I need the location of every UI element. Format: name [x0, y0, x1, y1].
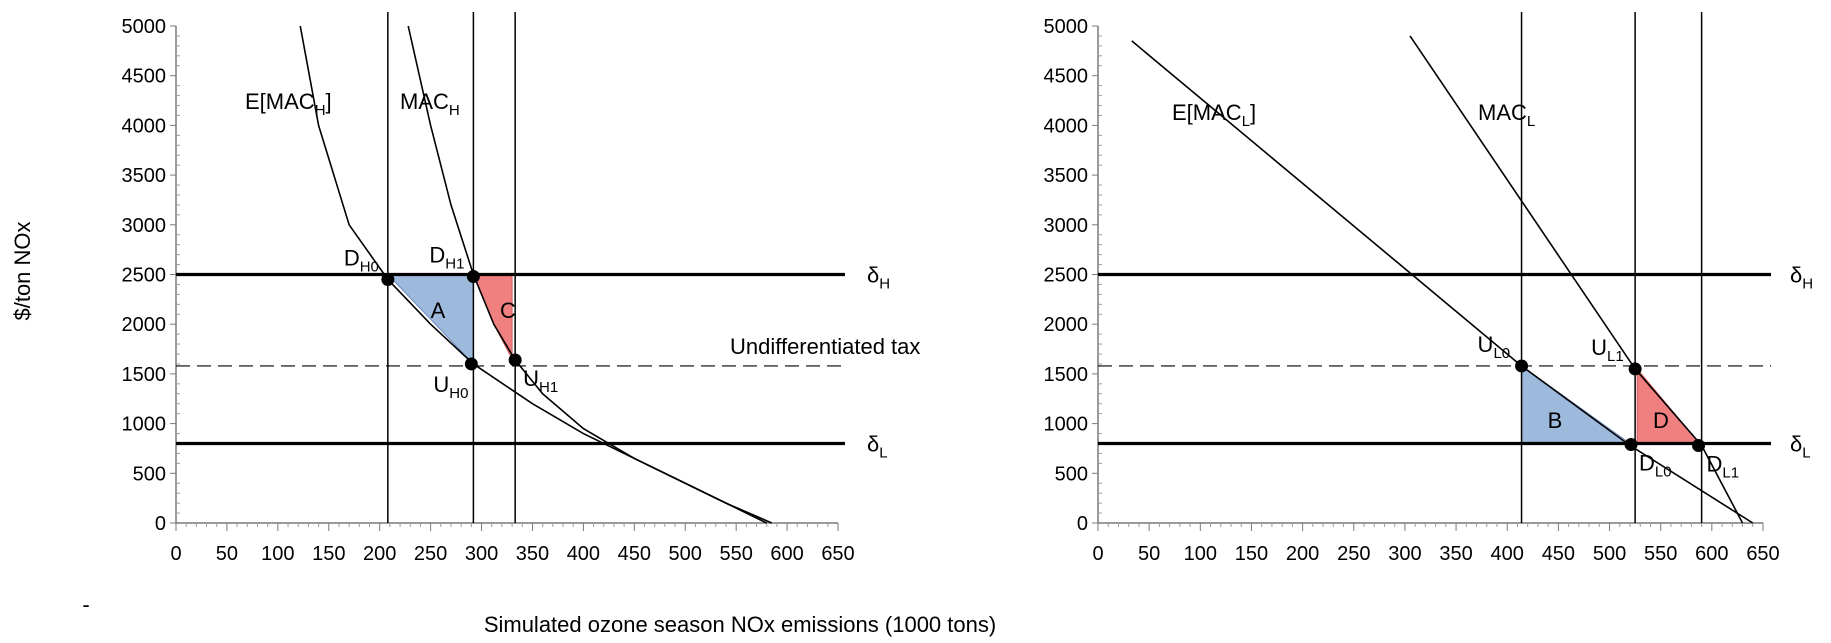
y-tick-label: 0 [155, 513, 166, 535]
point-label-DH0: DH0 [344, 245, 379, 275]
point-DH1 [466, 269, 480, 283]
x-tick-label: 200 [363, 543, 396, 565]
y-tick-label: 4500 [1044, 66, 1089, 88]
x-tick-label: 400 [1491, 543, 1524, 565]
curve-MAC_L [1409, 35, 1744, 524]
point-UL1 [1628, 362, 1642, 376]
x-tick-label: 250 [1337, 543, 1370, 565]
y-tick-label: 3000 [1044, 215, 1089, 237]
x-tick-label: 600 [1695, 543, 1728, 565]
y-tick-label: 4000 [122, 115, 167, 137]
point-label-DH1: DH1 [429, 242, 464, 272]
point-label-UH0: UH0 [433, 372, 468, 402]
x-tick-label: 450 [1542, 543, 1575, 565]
x-tick-label: 300 [465, 543, 498, 565]
point-label-UL0: UL0 [1478, 332, 1511, 362]
y-tick-label: 2000 [122, 314, 167, 336]
x-tick-label: 0 [170, 543, 181, 565]
y-tick-label: 500 [133, 463, 166, 485]
y-tick-label: 4000 [1044, 115, 1089, 137]
point-DL1 [1692, 438, 1706, 452]
delta-label-H: δH [1790, 263, 1813, 293]
point-UH0 [464, 357, 478, 371]
curve-label-E[MAC_H]: E[MACH] [245, 89, 332, 119]
y-tick-label: 1000 [1044, 414, 1089, 436]
x-tick-label: 500 [669, 543, 702, 565]
point-UL0 [1515, 359, 1529, 373]
x-tick-label: 350 [1439, 543, 1472, 565]
y-tick-label: 4500 [122, 66, 167, 88]
y-tick-label: 1500 [122, 364, 167, 386]
y-tick-label: 5000 [1044, 16, 1089, 38]
point-UH1 [508, 353, 522, 367]
x-tick-label: 450 [618, 543, 651, 565]
delta-label-L: δL [867, 431, 888, 461]
x-tick-label: 650 [1746, 543, 1779, 565]
curve-label-MAC_L: MACL [1478, 100, 1535, 130]
region-label-B: B [1548, 408, 1563, 433]
curve-label-MAC_H: MACH [400, 89, 460, 119]
x-tick-label: 650 [821, 543, 854, 565]
x-tick-label: 300 [1388, 543, 1421, 565]
x-tick-label: 550 [1644, 543, 1677, 565]
curve-E[MAC_L] [1131, 40, 1754, 524]
curve-label-E[MAC_L]: E[MACL] [1172, 100, 1256, 130]
x-tick-label: 200 [1286, 543, 1319, 565]
y-tick-label: 5000 [122, 16, 167, 38]
y-tick-label: 3500 [1044, 165, 1089, 187]
undifferentiated-tax-label: Undifferentiated tax [730, 334, 920, 359]
stray-dash: - [82, 592, 89, 617]
x-tick-label: 400 [567, 543, 600, 565]
x-tick-label: 150 [1235, 543, 1268, 565]
x-axis-label: Simulated ozone season NOx emissions (10… [484, 612, 996, 637]
chart-panel-right: B D05001000150020002500300035004000450050… [1044, 12, 1813, 565]
x-tick-label: 50 [1138, 543, 1160, 565]
point-label-UH1: UH1 [523, 366, 558, 396]
x-tick-label: 500 [1593, 543, 1626, 565]
x-tick-label: 0 [1092, 543, 1103, 565]
y-axis-label: $/ton NOx [10, 221, 35, 320]
region-label-A: A [431, 298, 446, 323]
x-tick-label: 100 [261, 543, 294, 565]
x-tick-label: 150 [312, 543, 345, 565]
y-tick-label: 0 [1077, 513, 1088, 535]
x-tick-label: 350 [516, 543, 549, 565]
y-tick-label: 2000 [1044, 314, 1089, 336]
point-label-UL1: UL1 [1591, 335, 1624, 365]
y-tick-label: 1000 [122, 414, 167, 436]
x-tick-label: 600 [770, 543, 803, 565]
x-tick-label: 100 [1184, 543, 1217, 565]
x-tick-label: 550 [719, 543, 752, 565]
curve-MAC_H [407, 25, 773, 524]
point-label-DL0: DL0 [1639, 450, 1672, 480]
y-tick-label: 3000 [122, 215, 167, 237]
chart-panel-left: A C05001000150020002500300035004000450050… [122, 12, 890, 565]
point-DL0 [1624, 437, 1638, 451]
delta-label-L: δL [1790, 431, 1811, 461]
x-tick-label: 50 [216, 543, 238, 565]
region-label-C: C [500, 298, 516, 323]
y-tick-label: 1500 [1044, 364, 1089, 386]
y-tick-label: 500 [1055, 463, 1088, 485]
point-DH0 [381, 272, 395, 286]
x-tick-label: 250 [414, 543, 447, 565]
delta-label-H: δH [867, 263, 890, 293]
region-label-D: D [1653, 408, 1669, 433]
y-tick-label: 2500 [1044, 265, 1089, 287]
point-label-DL1: DL1 [1707, 451, 1740, 481]
y-tick-label: 3500 [122, 165, 167, 187]
y-tick-label: 2500 [122, 265, 167, 287]
